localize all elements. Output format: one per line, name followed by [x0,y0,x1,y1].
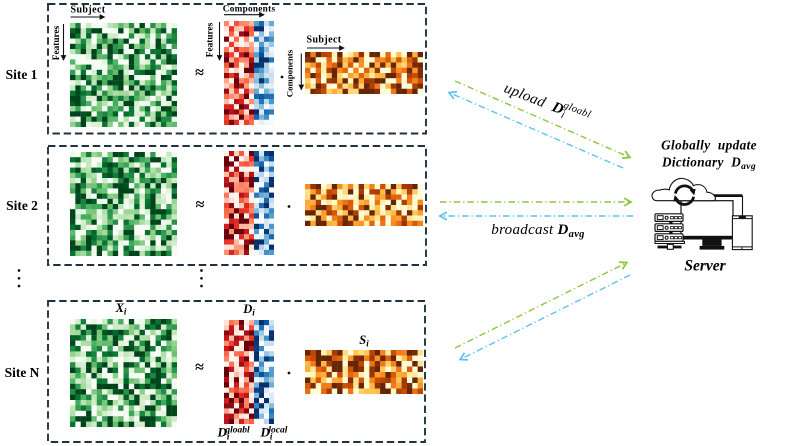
svg-text:≈: ≈ [195,65,204,82]
svg-text:≈: ≈ [196,197,205,214]
svg-text:Components: Components [285,49,295,97]
svg-text:Site 2: Site 2 [6,198,38,213]
svg-text:Dictionary Davg: Dictionary Davg [661,155,756,173]
svg-text:Features: Features [52,25,62,60]
svg-text:Server: Server [684,258,726,275]
svg-text:Globally update: Globally update [661,138,757,153]
svg-text:Si: Si [359,333,369,349]
svg-text:≈: ≈ [195,359,204,376]
svg-text:Site 1: Site 1 [6,67,38,82]
svg-text:broadcast Davg: broadcast Davg [491,222,584,240]
svg-text:Features: Features [206,22,216,57]
svg-text:Di: Di [242,302,255,318]
svg-text:Site N: Site N [5,365,40,380]
svg-text:Subject: Subject [307,35,342,46]
svg-text:Components: Components [223,4,276,14]
svg-text:Xi: Xi [115,301,127,317]
svg-text:Subject: Subject [71,5,106,16]
